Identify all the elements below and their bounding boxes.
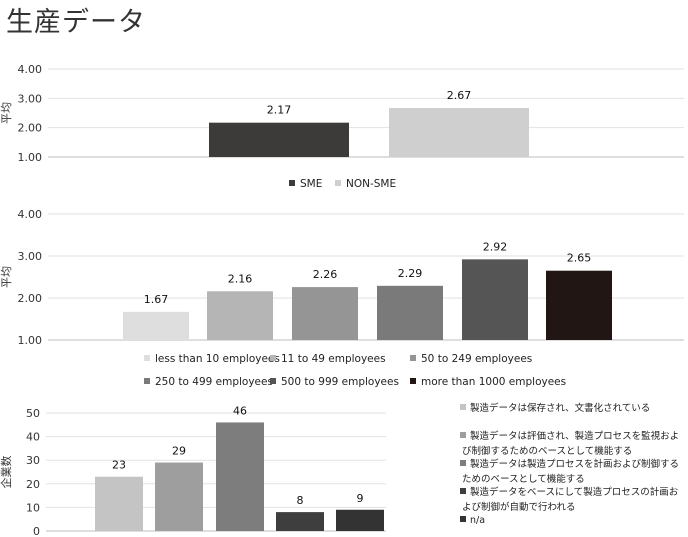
chart3-y-tick-label: 0 [33,525,40,537]
chart1-y-tick-label: 1.00 [18,151,43,164]
chart3-legend-label: ためのベースとして機能する [462,473,585,485]
chart3-legend-label: n/a [470,515,485,526]
chart1-legend-swatch [289,180,295,186]
chart3-legend-label: 製造データは製造プロセスを計画および制御する [470,458,679,470]
chart3-y-tick-label: 10 [26,501,40,514]
chart2-y-tick-label: 2.00 [18,292,43,305]
chart2-bar [546,270,612,340]
chart3-bar [336,509,384,531]
chart2-bar [207,291,273,340]
chart3-y-axis-label: 企業数 [0,456,13,489]
chart2-bar [123,311,189,340]
chart1-data-label: 2.17 [267,104,292,117]
chart1-bar [209,122,349,157]
chart2-legend-label: less than 10 employees [155,353,280,365]
chart2-y-tick-label: 3.00 [18,250,43,263]
chart2-bar [292,287,358,340]
chart1-y-axis-label: 平均 [0,102,13,124]
chart2-y-tick-label: 4.00 [18,208,43,221]
chart2-legend-swatch [270,355,276,361]
chart2-legend-swatch [144,378,150,384]
chart2-bar [462,259,528,340]
chart1-legend-label: NON-SME [346,178,396,190]
chart2-legend-swatch [144,355,150,361]
chart3-data-label: 9 [357,492,364,505]
chart1-legend-label: SME [300,178,322,190]
chart2-y-axis-label: 平均 [0,266,13,288]
chart1-legend-swatch [335,180,341,186]
chart2-bar [377,285,443,340]
chart3-legend-label: よび制御が自動で行われる [462,501,576,513]
chart3-data-label: 8 [297,494,304,507]
page-title: 生産データ [6,7,146,38]
chart3-legend-label: 製造データをベースにして製造プロセスの計画お [470,486,679,498]
chart2-legend-swatch [410,355,416,361]
chart3-bar [95,476,143,531]
chart2-data-label: 2.92 [483,240,508,253]
chart2-legend-label: 11 to 49 employees [281,353,386,365]
chart3-legend-label: 製造データは評価され、製造プロセスを監視およ [470,430,679,442]
chart2-data-label: 2.16 [228,272,253,285]
chart1-y-tick-label: 2.00 [18,122,43,135]
chart2-y-tick-label: 1.00 [18,334,43,347]
chart2-legend-swatch [270,378,276,384]
chart3-legend-swatch [460,404,466,410]
chart3-legend-swatch [460,432,466,438]
chart3-data-label: 23 [112,459,126,472]
chart2-legend-label: 50 to 249 employees [421,353,532,365]
chart3-y-tick-label: 30 [26,454,40,467]
chart1-y-tick-label: 4.00 [18,63,43,76]
chart1-data-label: 2.67 [447,89,472,102]
chart3-legend-label: 製造データは保存され、文書化されている [470,402,650,414]
chart2-legend-label: more than 1000 employees [421,376,566,388]
chart2-data-label: 2.65 [567,252,592,265]
chart2-legend-label: 500 to 999 employees [281,376,399,388]
chart3-bar [216,422,264,531]
chart3-y-tick-label: 40 [26,431,40,444]
chart1-y-tick-label: 3.00 [18,92,43,105]
chart3-legend-swatch [460,516,466,522]
chart3-legend-swatch [460,488,466,494]
chart1-bar [389,108,529,157]
chart3-legend-swatch [460,460,466,466]
chart2-legend-swatch [410,378,416,384]
chart2-data-label: 1.67 [144,293,169,306]
chart3-bar [276,512,324,531]
chart3-data-label: 29 [172,445,186,458]
chart2-legend-label: 250 to 499 employees [155,376,273,388]
chart3-legend-label: び制御するためのベースとして機能する [462,445,632,457]
chart3-data-label: 46 [233,404,247,417]
chart2-data-label: 2.26 [313,268,338,281]
chart3-y-tick-label: 50 [26,407,40,420]
chart2-data-label: 2.29 [398,267,423,280]
chart3-bar [155,462,203,531]
chart3-y-tick-label: 20 [26,478,40,491]
